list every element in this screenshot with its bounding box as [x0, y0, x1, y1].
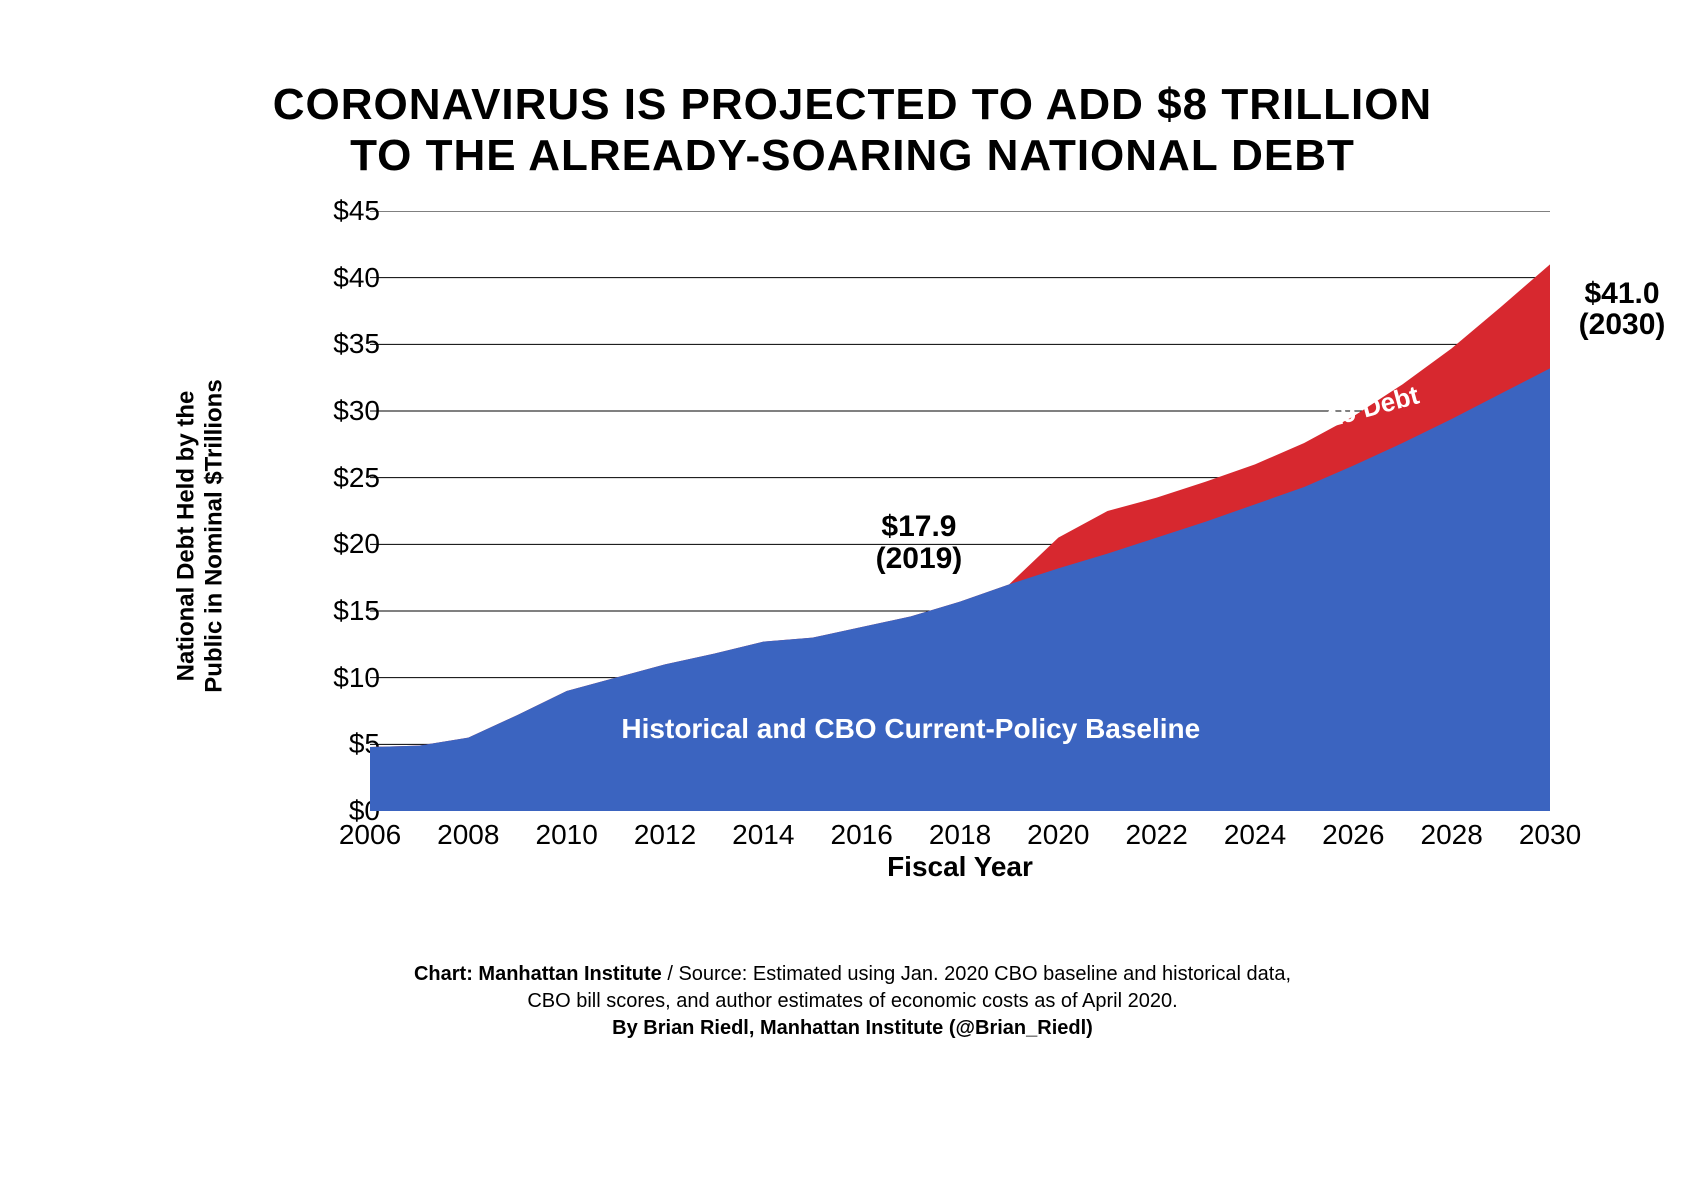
footer-byline: By Brian Riedl, Manhattan Institute (@Br… [612, 1017, 1093, 1039]
y-tick-10: $10 [300, 662, 380, 694]
footer-sep: / [667, 963, 678, 985]
y-tick-15: $15 [300, 595, 380, 627]
chart-area: National Debt Held by the Public in Nomi… [290, 211, 1570, 861]
x-axis-label: Fiscal Year [370, 851, 1550, 883]
title-line-1: CORONAVIRUS IS PROJECTED TO ADD $8 TRILL… [140, 80, 1565, 131]
chart-title: CORONAVIRUS IS PROJECTED TO ADD $8 TRILL… [140, 80, 1565, 181]
callout-2030: $41.0 (2030) [1579, 278, 1666, 341]
x-tick-2022: 2022 [1126, 819, 1188, 851]
footer-source-1: Source: Estimated using Jan. 2020 CBO ba… [678, 963, 1291, 985]
x-tick-2014: 2014 [732, 819, 794, 851]
y-axis-label-line-1: National Debt Held by the [172, 391, 199, 682]
footer-source-2: CBO bill scores, and author estimates of… [527, 990, 1177, 1012]
footer-chart-by: Chart: Manhattan Institute [414, 963, 662, 985]
y-tick-5: $5 [300, 728, 380, 760]
y-tick-35: $35 [300, 328, 380, 360]
x-tick-2030: 2030 [1519, 819, 1581, 851]
callout-2030-value: $41.0 [1584, 277, 1659, 310]
x-tick-2018: 2018 [929, 819, 991, 851]
y-tick-40: $40 [300, 262, 380, 294]
y-tick-30: $30 [300, 395, 380, 427]
y-tick-25: $25 [300, 462, 380, 494]
y-axis-label-line-2: Public in Nominal $Trillions [200, 380, 227, 693]
x-tick-2010: 2010 [536, 819, 598, 851]
chart-container: CORONAVIRUS IS PROJECTED TO ADD $8 TRILL… [0, 0, 1705, 1182]
x-tick-2008: 2008 [437, 819, 499, 851]
y-tick-45: $45 [300, 195, 380, 227]
callout-2019-value: $17.9 [881, 510, 956, 543]
x-tick-2006: 2006 [339, 819, 401, 851]
x-tick-2028: 2028 [1421, 819, 1483, 851]
x-tick-2020: 2020 [1027, 819, 1089, 851]
callout-2019: $17.9 (2019) [876, 511, 963, 574]
callout-2019-year: (2019) [876, 542, 963, 575]
x-tick-2026: 2026 [1322, 819, 1384, 851]
y-axis-label: National Debt Held by the Public in Nomi… [172, 336, 227, 736]
chart-footer: Chart: Manhattan Institute / Source: Est… [140, 961, 1565, 1042]
x-tick-2016: 2016 [831, 819, 893, 851]
callout-2030-year: (2030) [1579, 308, 1666, 341]
title-line-2: TO THE ALREADY-SOARING NATIONAL DEBT [140, 131, 1565, 182]
x-tick-2024: 2024 [1224, 819, 1286, 851]
x-tick-2012: 2012 [634, 819, 696, 851]
y-tick-20: $20 [300, 528, 380, 560]
baseline-series-label: Historical and CBO Current-Policy Baseli… [621, 713, 1200, 745]
